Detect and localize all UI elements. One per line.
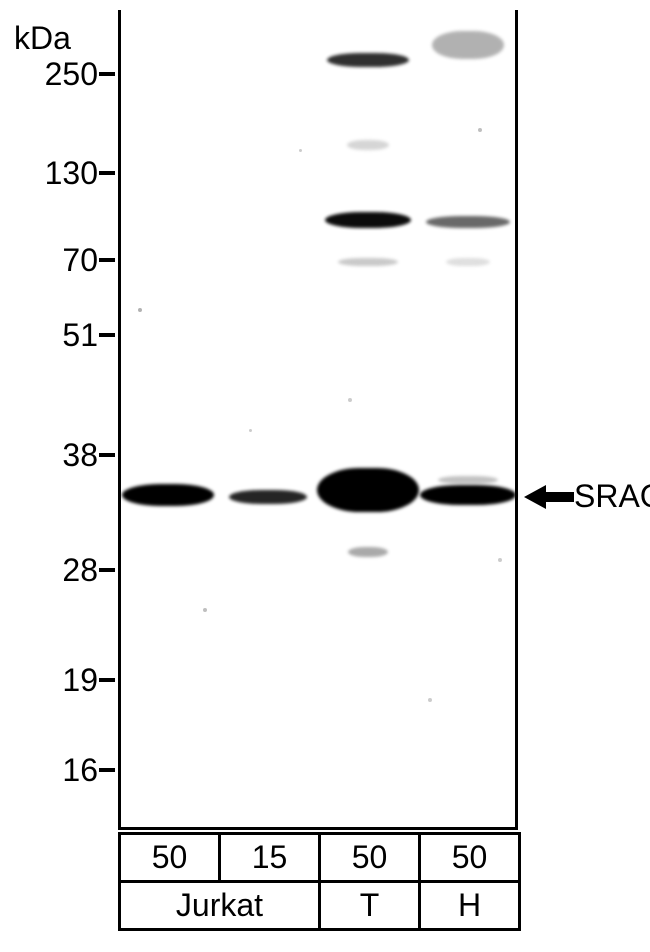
mw-marker-tick — [99, 768, 115, 772]
blot-band — [229, 490, 307, 504]
mw-marker-label: 38 — [6, 437, 98, 474]
background-speck — [478, 128, 482, 132]
mw-marker-tick — [99, 171, 115, 175]
lane-load-cell: 50 — [420, 834, 520, 882]
western-blot-figure: kDa 250130705138281916 SRAG 50155050 Jur… — [0, 0, 650, 952]
mw-marker-label: 19 — [6, 662, 98, 699]
lane-annotation-table: 50155050 JurkatTH — [118, 832, 521, 931]
background-speck — [348, 398, 352, 402]
background-speck — [138, 308, 142, 312]
blot-band — [325, 212, 411, 228]
mw-marker-tick — [99, 333, 115, 337]
lane-group-cell: T — [320, 882, 420, 930]
target-band-arrow-label: SRAG — [524, 478, 650, 515]
loading-amount-row: 50155050 — [120, 834, 520, 882]
blot-band — [446, 258, 490, 266]
mw-marker-tick — [99, 568, 115, 572]
mw-marker-tick — [99, 453, 115, 457]
mw-marker-tick — [99, 678, 115, 682]
background-speck — [498, 558, 502, 562]
blot-band — [426, 216, 510, 228]
lane-group-cell: H — [420, 882, 520, 930]
blot-band — [122, 484, 214, 506]
target-protein-name: SRAG — [574, 478, 650, 515]
lane-load-cell: 15 — [220, 834, 320, 882]
units-label: kDa — [14, 20, 71, 57]
blot-band — [348, 547, 388, 557]
mw-marker-label: 130 — [6, 155, 98, 192]
mw-marker-tick — [99, 72, 115, 76]
mw-marker-label: 250 — [6, 56, 98, 93]
blot-membrane-box — [118, 10, 518, 830]
blot-band — [432, 31, 504, 59]
mw-marker-label: 16 — [6, 752, 98, 789]
mw-marker-label: 70 — [6, 242, 98, 279]
background-speck — [299, 149, 302, 152]
lane-group-cell: Jurkat — [120, 882, 320, 930]
blot-band — [420, 485, 516, 505]
blot-band — [347, 140, 389, 150]
blot-band — [438, 476, 498, 484]
blot-band — [317, 468, 419, 512]
mw-marker-tick — [99, 258, 115, 262]
background-speck — [249, 429, 252, 432]
blot-band — [338, 258, 398, 266]
sample-group-row: JurkatTH — [120, 882, 520, 930]
blot-band — [327, 53, 409, 67]
mw-marker-label: 28 — [6, 552, 98, 589]
lane-load-cell: 50 — [320, 834, 420, 882]
background-speck — [428, 698, 432, 702]
background-speck — [203, 608, 207, 612]
lane-load-cell: 50 — [120, 834, 220, 882]
arrow-left-icon — [524, 483, 574, 511]
mw-marker-label: 51 — [6, 317, 98, 354]
